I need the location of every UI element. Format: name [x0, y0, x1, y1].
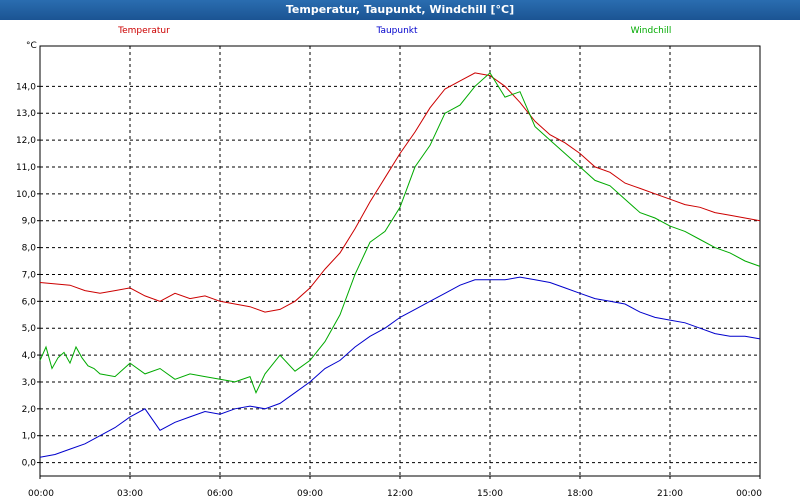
plot-area	[39, 45, 761, 477]
series-lines	[39, 72, 761, 458]
y-tick-label: 2,0	[22, 405, 37, 415]
legend: Temperatur Taupunkt Windchill	[117, 26, 671, 36]
legend-entry-windchill: Windchill	[631, 26, 672, 36]
legend-entry-taupunkt: Taupunkt	[375, 26, 418, 36]
grid-lines	[37, 46, 761, 479]
y-tick-label: 13,0	[16, 109, 36, 119]
x-tick-time: 09:00	[297, 489, 323, 499]
x-tick-time: 03:00	[117, 489, 143, 499]
y-tick-label: 3,0	[22, 378, 37, 388]
y-tick-label: 14,0	[16, 82, 36, 92]
y-unit-label: °C	[26, 41, 37, 51]
x-tick-time: 18:00	[567, 489, 593, 499]
y-tick-label: 5,0	[22, 324, 37, 334]
x-tick-time: 00:00	[736, 489, 762, 499]
series-line-windchill	[39, 72, 761, 394]
y-tick-label: 9,0	[22, 217, 37, 227]
y-tick-labels: 0,0 1,0 2,0 3,0 4,0 5,0 6,0 7,0 8,0 9,0 10,0 11,0 12…	[16, 82, 36, 468]
x-tick-labels: 00:0007.11.2003:0007.11.2006:0007.11.200…	[28, 489, 762, 499]
x-tick-time: 00:00	[28, 489, 54, 499]
series-line-taupunkt	[39, 276, 761, 458]
y-tick-label: 7,0	[22, 270, 37, 280]
y-tick-label: 8,0	[22, 244, 37, 254]
chart: °C 0,0 1,0 2,0 3,0 4,0 5,0 6,0 7,0 8,0 9,0 10,0 11,…	[16, 26, 762, 499]
y-tick-label: 12,0	[16, 136, 36, 146]
legend-entry-temperatur: Temperatur	[117, 26, 170, 36]
y-tick-label: 10,0	[16, 190, 36, 200]
x-tick-time: 21:00	[657, 489, 683, 499]
y-tick-label: 11,0	[16, 163, 36, 173]
x-tick-time: 15:00	[477, 489, 503, 499]
y-tick-label: 6,0	[22, 297, 37, 307]
x-tick-time: 12:00	[387, 489, 413, 499]
x-tick-time: 06:00	[207, 489, 233, 499]
y-tick-label: 1,0	[22, 432, 37, 442]
series-line-temperatur	[39, 72, 761, 313]
chart-title: Temperatur, Taupunkt, Windchill [°C]	[0, 0, 800, 20]
y-tick-label: 0,0	[22, 459, 37, 469]
y-tick-label: 4,0	[22, 351, 37, 361]
